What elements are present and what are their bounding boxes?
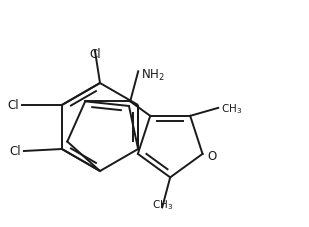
Text: Cl: Cl	[7, 99, 19, 112]
Text: NH$_2$: NH$_2$	[141, 68, 165, 83]
Text: Cl: Cl	[9, 145, 21, 158]
Text: CH$_3$: CH$_3$	[221, 101, 242, 115]
Text: O: O	[208, 150, 217, 163]
Text: Cl: Cl	[89, 48, 101, 61]
Text: CH$_3$: CH$_3$	[152, 198, 173, 211]
